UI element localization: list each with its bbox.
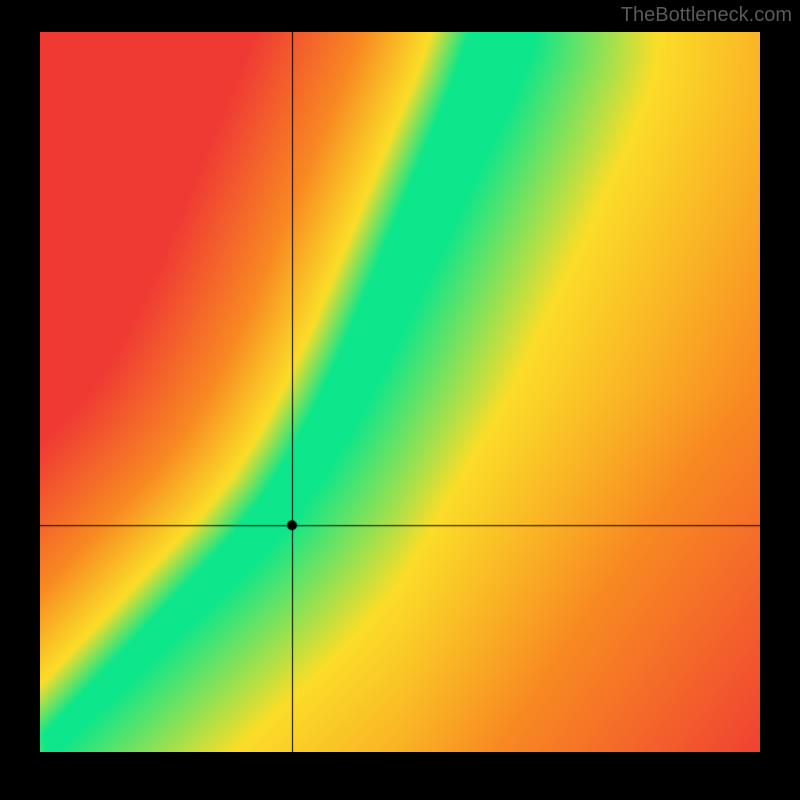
heatmap-canvas bbox=[40, 32, 760, 752]
attribution-text: TheBottleneck.com bbox=[621, 4, 792, 27]
chart-container: TheBottleneck.com bbox=[0, 0, 800, 800]
plot-area bbox=[40, 32, 760, 752]
